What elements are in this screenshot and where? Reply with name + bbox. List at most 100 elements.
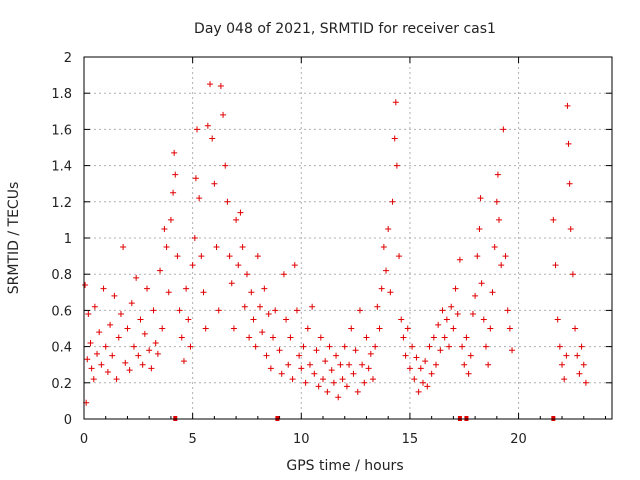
data-point: [220, 111, 227, 118]
data-point: [498, 262, 505, 269]
y-tick-label: 1: [64, 232, 72, 247]
y-tick-label: 1.8: [51, 87, 72, 102]
data-point: [494, 171, 501, 178]
data-point: [506, 325, 513, 332]
data-point: [111, 292, 118, 299]
data-point: [84, 356, 91, 363]
data-point: [130, 343, 137, 350]
y-tick-label: 2: [64, 51, 72, 66]
data-point: [461, 361, 468, 368]
data-point: [309, 303, 316, 310]
data-point: [152, 339, 159, 346]
data-point: [128, 300, 135, 307]
data-point: [204, 122, 211, 129]
data-point: [176, 307, 183, 314]
data-point: [189, 262, 196, 269]
data-point: [476, 225, 483, 232]
data-point: [433, 361, 439, 368]
data-point: [356, 307, 363, 314]
data-point: [270, 334, 277, 341]
data-point: [317, 334, 324, 341]
data-point: [415, 388, 422, 395]
data-point: [363, 334, 370, 341]
data-point: [324, 388, 331, 395]
data-point: [289, 376, 296, 383]
data-point: [448, 303, 455, 310]
data-point: [193, 126, 200, 133]
data-point: [389, 198, 396, 205]
data-point: [217, 82, 224, 89]
data-point: [237, 209, 244, 216]
data-point: [480, 316, 487, 323]
data-point: [120, 244, 127, 251]
data-point: [333, 352, 340, 359]
data-point: [326, 343, 333, 350]
data-point: [554, 316, 561, 323]
data-point: [552, 262, 559, 269]
data-point: [450, 325, 457, 332]
data-point: [185, 316, 192, 323]
data-point: [124, 325, 131, 332]
data-point: [550, 216, 557, 223]
data-point: [443, 316, 450, 323]
data-point: [493, 198, 500, 205]
data-point: [150, 307, 157, 314]
data-point: [107, 321, 114, 328]
data-point: [452, 285, 459, 292]
data-point: [419, 379, 426, 386]
data-point: [369, 376, 376, 383]
data-point: [252, 343, 259, 350]
data-point: [180, 358, 187, 365]
data-point: [335, 394, 342, 401]
data-point: [263, 352, 270, 359]
data-point: [213, 244, 220, 251]
data-point: [115, 334, 122, 341]
data-point: [409, 343, 416, 350]
y-tick-label: 1.2: [51, 196, 72, 211]
data-point: [165, 289, 172, 296]
x-tick-label: 20: [510, 432, 527, 447]
data-point: [456, 256, 463, 263]
data-point: [567, 225, 574, 232]
data-point: [578, 343, 585, 350]
data-point: [226, 253, 233, 260]
data-point: [477, 195, 484, 202]
data-point: [139, 361, 146, 368]
data-point: [215, 307, 222, 314]
data-point: [224, 198, 231, 205]
data-point: [402, 352, 409, 359]
data-point: [489, 289, 496, 296]
data-point: [187, 343, 194, 350]
data-point: [463, 334, 470, 341]
data-point: [183, 285, 190, 292]
data-point: [400, 334, 407, 341]
data-point: [148, 365, 155, 372]
data-point: [222, 162, 229, 169]
data-point: [300, 343, 307, 350]
data-point: [248, 289, 255, 296]
data-point: [230, 325, 237, 332]
data-point: [365, 365, 372, 372]
data-point: [88, 365, 95, 372]
data-point: [559, 361, 566, 368]
data-point: [398, 316, 405, 323]
data-point: [157, 267, 164, 274]
data-point: [437, 347, 444, 354]
data-point: [446, 343, 453, 350]
data-point: [137, 316, 144, 323]
data-point: [348, 325, 355, 332]
data-point: [491, 244, 498, 251]
data-point: [337, 361, 344, 368]
data-point: [246, 334, 253, 341]
y-tick-label: 1.6: [51, 123, 72, 138]
data-point: [376, 325, 383, 332]
data-point: [261, 285, 268, 292]
data-point: [391, 135, 398, 142]
data-point: [417, 365, 424, 372]
data-point: [422, 358, 429, 365]
data-point: [259, 329, 266, 336]
data-point: [239, 244, 246, 251]
data-point: [90, 376, 97, 383]
y-tick-label: 0.6: [51, 304, 72, 319]
data-point: [141, 330, 148, 337]
